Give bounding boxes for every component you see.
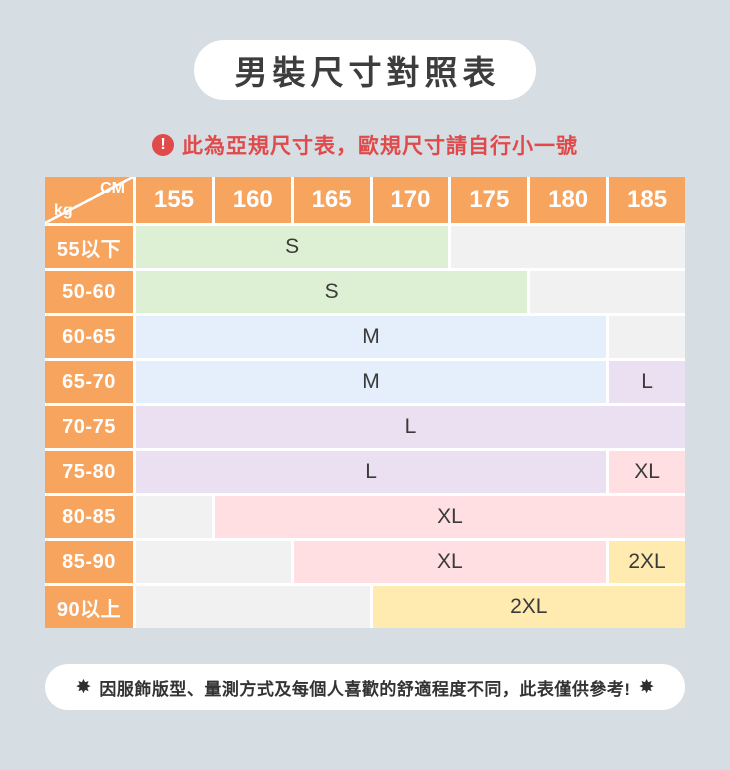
warning-text: 此為亞規尺寸表，歐規尺寸請自行小一號: [182, 135, 578, 158]
size-cell: M: [136, 361, 607, 403]
column-header-170: 170: [372, 177, 449, 223]
row-label: 90以上: [45, 586, 133, 628]
size-cell: 2XL: [372, 586, 685, 628]
row-label: 60-65: [45, 316, 133, 358]
size-table-head: CM kg 155 160 165 170 175 180 185: [45, 177, 685, 223]
size-table: CM kg 155 160 165 170 175 180 185 55以下 S 50-60 S 60-…: [45, 177, 685, 628]
title-pill: 男裝尺寸對照表: [194, 40, 536, 100]
table-row: 90以上 2XL: [45, 586, 685, 628]
alert-icon: !: [152, 134, 174, 156]
row-label: 70-75: [45, 406, 133, 448]
size-cell: XL: [214, 496, 685, 538]
corner-cell: CM kg: [45, 177, 133, 223]
table-row: 85-90 XL 2XL: [45, 541, 685, 583]
size-cell: 2XL: [609, 541, 685, 583]
size-cell: M: [136, 316, 607, 358]
size-cell: XL: [293, 541, 607, 583]
row-label: 50-60: [45, 271, 133, 313]
corner-cm-label: CM: [100, 180, 125, 197]
table-row: 70-75 L: [45, 406, 685, 448]
column-header-165: 165: [293, 177, 370, 223]
size-cell: L: [136, 406, 685, 448]
row-label: 55以下: [45, 226, 133, 268]
column-header-185: 185: [609, 177, 685, 223]
row-label: 85-90: [45, 541, 133, 583]
empty-cell: [451, 226, 685, 268]
row-label: 75-80: [45, 451, 133, 493]
warning-note: ! 此為亞規尺寸表，歐規尺寸請自行小一號: [0, 130, 730, 160]
size-cell: L: [136, 451, 607, 493]
column-header-155: 155: [136, 177, 212, 223]
row-label: 80-85: [45, 496, 133, 538]
empty-cell: [530, 271, 685, 313]
table-row: 80-85 XL: [45, 496, 685, 538]
column-header-175: 175: [451, 177, 528, 223]
star-icon: ✸: [75, 676, 92, 698]
empty-cell: [136, 496, 212, 538]
table-row: 60-65 M: [45, 316, 685, 358]
size-cell: S: [136, 226, 449, 268]
size-cell: XL: [609, 451, 685, 493]
table-row: 75-80 L XL: [45, 451, 685, 493]
empty-cell: [136, 541, 291, 583]
size-cell: L: [609, 361, 685, 403]
empty-cell: [609, 316, 685, 358]
table-row: 65-70 M L: [45, 361, 685, 403]
footer-text: 因服飾版型、量測方式及每個人喜歡的舒適程度不同，此表僅供參考!: [99, 679, 631, 699]
table-row: 50-60 S: [45, 271, 685, 313]
size-cell: S: [136, 271, 528, 313]
table-row: 55以下 S: [45, 226, 685, 268]
row-label: 65-70: [45, 361, 133, 403]
star-icon: ✸: [638, 676, 655, 698]
page: 男裝尺寸對照表 ! 此為亞規尺寸表，歐規尺寸請自行小一號 CM kg 155 160 1…: [0, 40, 730, 770]
column-header-160: 160: [214, 177, 291, 223]
column-header-180: 180: [530, 177, 607, 223]
page-title: 男裝尺寸對照表: [234, 54, 501, 91]
size-table-body: 55以下 S 50-60 S 60-65 M 65-70 M L 70-75 L 75-80 L XL 80…: [45, 226, 685, 628]
size-table-wrap: CM kg 155 160 165 170 175 180 185 55以下 S 50-60 S 60-…: [45, 177, 685, 628]
footer-pill: ✸ 因服飾版型、量測方式及每個人喜歡的舒適程度不同，此表僅供參考! ✸: [45, 664, 685, 710]
empty-cell: [136, 586, 370, 628]
corner-kg-label: kg: [54, 202, 73, 219]
